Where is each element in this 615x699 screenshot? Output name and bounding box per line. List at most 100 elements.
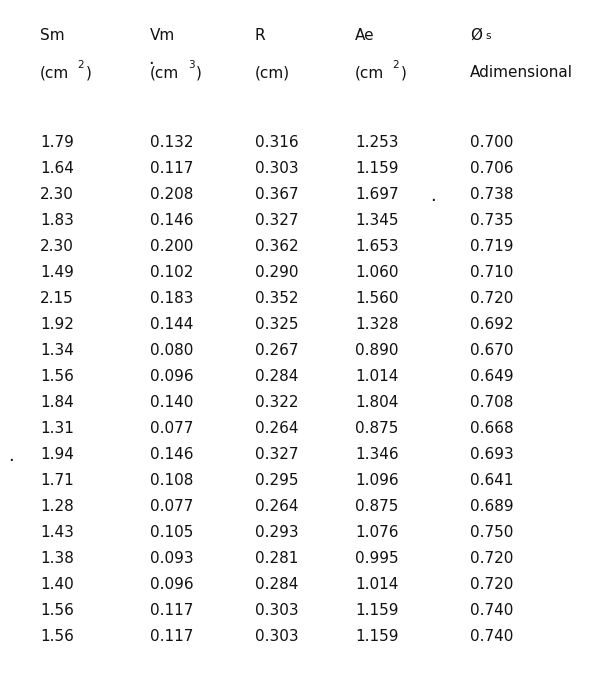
- Text: 0.325: 0.325: [255, 317, 298, 332]
- Text: 0.750: 0.750: [470, 525, 514, 540]
- Text: ): ): [402, 65, 407, 80]
- Text: 1.34: 1.34: [40, 343, 74, 358]
- Text: 0.995: 0.995: [355, 551, 399, 566]
- Text: 0.890: 0.890: [355, 343, 399, 358]
- Text: 1.64: 1.64: [40, 161, 74, 176]
- Text: 0.303: 0.303: [255, 603, 299, 618]
- Text: 1.56: 1.56: [40, 629, 74, 644]
- Text: 1.43: 1.43: [40, 525, 74, 540]
- Text: 2.15: 2.15: [40, 291, 74, 306]
- Text: 0.290: 0.290: [255, 265, 298, 280]
- Text: 0.080: 0.080: [150, 343, 193, 358]
- Text: 0.140: 0.140: [150, 395, 193, 410]
- Text: 1.92: 1.92: [40, 317, 74, 332]
- Text: 1.159: 1.159: [355, 161, 399, 176]
- Text: (cm: (cm: [40, 65, 69, 80]
- Text: R: R: [255, 28, 266, 43]
- Text: 0.720: 0.720: [470, 551, 514, 566]
- Text: 0.117: 0.117: [150, 161, 193, 176]
- Text: 0.740: 0.740: [470, 629, 514, 644]
- Text: 0.264: 0.264: [255, 421, 298, 436]
- Text: 1.56: 1.56: [40, 369, 74, 384]
- Text: 0.200: 0.200: [150, 239, 193, 254]
- Text: 0.144: 0.144: [150, 317, 193, 332]
- Text: 0.264: 0.264: [255, 499, 298, 514]
- Text: 1.697: 1.697: [355, 187, 399, 202]
- Text: 0.708: 0.708: [470, 395, 514, 410]
- Text: 1.253: 1.253: [355, 135, 399, 150]
- Text: 1.56: 1.56: [40, 603, 74, 618]
- Text: 0.102: 0.102: [150, 265, 193, 280]
- Text: 0.132: 0.132: [150, 135, 194, 150]
- Text: 1.159: 1.159: [355, 629, 399, 644]
- Text: (cm): (cm): [255, 65, 290, 80]
- Text: 0.303: 0.303: [255, 161, 299, 176]
- Text: 1.345: 1.345: [355, 213, 399, 228]
- Text: 0.316: 0.316: [255, 135, 299, 150]
- Text: Ae: Ae: [355, 28, 375, 43]
- Text: 0.670: 0.670: [470, 343, 514, 358]
- Text: Ø: Ø: [470, 28, 482, 43]
- Text: 0.719: 0.719: [470, 239, 514, 254]
- Text: 0.303: 0.303: [255, 629, 299, 644]
- Text: 0.096: 0.096: [150, 577, 194, 592]
- Text: 0.706: 0.706: [470, 161, 514, 176]
- Text: ): ): [196, 65, 202, 80]
- Text: 1.096: 1.096: [355, 473, 399, 488]
- Text: 0.700: 0.700: [470, 135, 514, 150]
- Text: (cm: (cm: [355, 65, 384, 80]
- Text: 1.014: 1.014: [355, 369, 399, 384]
- Text: 1.014: 1.014: [355, 577, 399, 592]
- Text: 0.352: 0.352: [255, 291, 298, 306]
- Text: 0.284: 0.284: [255, 369, 298, 384]
- Text: 0.641: 0.641: [470, 473, 514, 488]
- Text: 0.146: 0.146: [150, 213, 194, 228]
- Text: 0.096: 0.096: [150, 369, 194, 384]
- Text: 1.40: 1.40: [40, 577, 74, 592]
- Text: 0.738: 0.738: [470, 187, 514, 202]
- Text: 3: 3: [188, 60, 194, 70]
- Text: 0.362: 0.362: [255, 239, 299, 254]
- Text: 0.077: 0.077: [150, 499, 193, 514]
- Text: 0.281: 0.281: [255, 551, 298, 566]
- Text: 1.28: 1.28: [40, 499, 74, 514]
- Text: 0.183: 0.183: [150, 291, 194, 306]
- Text: 0.208: 0.208: [150, 187, 193, 202]
- Text: 0.720: 0.720: [470, 291, 514, 306]
- Text: 1.159: 1.159: [355, 603, 399, 618]
- Text: Vm: Vm: [150, 28, 175, 43]
- Text: 0.322: 0.322: [255, 395, 298, 410]
- Text: ): ): [86, 65, 92, 80]
- Text: 1.560: 1.560: [355, 291, 399, 306]
- Text: 0.649: 0.649: [470, 369, 514, 384]
- Text: 1.84: 1.84: [40, 395, 74, 410]
- Text: 1.076: 1.076: [355, 525, 399, 540]
- Text: 0.293: 0.293: [255, 525, 299, 540]
- Text: .: .: [430, 187, 436, 205]
- Text: 2.30: 2.30: [40, 239, 74, 254]
- Text: 0.875: 0.875: [355, 499, 399, 514]
- Text: 1.38: 1.38: [40, 551, 74, 566]
- Text: 0.117: 0.117: [150, 629, 193, 644]
- Text: 0.077: 0.077: [150, 421, 193, 436]
- Text: 1.31: 1.31: [40, 421, 74, 436]
- Text: 1.79: 1.79: [40, 135, 74, 150]
- Text: 0.720: 0.720: [470, 577, 514, 592]
- Text: 0.327: 0.327: [255, 213, 298, 228]
- Text: 1.328: 1.328: [355, 317, 399, 332]
- Text: 2: 2: [77, 60, 84, 70]
- Text: s: s: [485, 31, 491, 41]
- Text: 0.668: 0.668: [470, 421, 514, 436]
- Text: 0.267: 0.267: [255, 343, 298, 358]
- Text: Sm: Sm: [40, 28, 65, 43]
- Text: 1.653: 1.653: [355, 239, 399, 254]
- Text: 1.49: 1.49: [40, 265, 74, 280]
- Text: 0.327: 0.327: [255, 447, 298, 462]
- Text: 1.804: 1.804: [355, 395, 399, 410]
- Text: 0.146: 0.146: [150, 447, 194, 462]
- Text: (cm: (cm: [150, 65, 179, 80]
- Text: 0.735: 0.735: [470, 213, 514, 228]
- Text: 0.875: 0.875: [355, 421, 399, 436]
- Text: 0.710: 0.710: [470, 265, 514, 280]
- Text: 1.71: 1.71: [40, 473, 74, 488]
